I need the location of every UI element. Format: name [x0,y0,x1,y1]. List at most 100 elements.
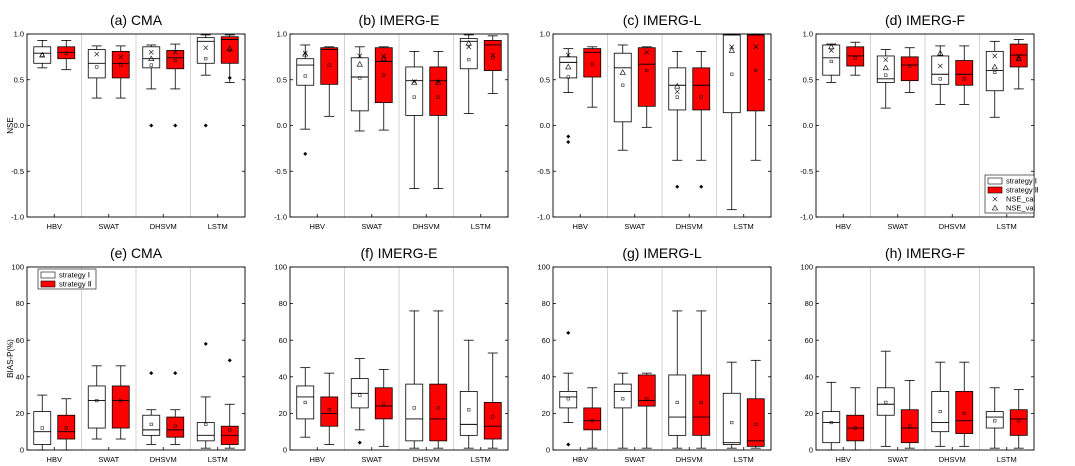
nse-cal-marker [357,53,363,59]
mean-marker [382,73,386,77]
box-strategy-1-hbv [559,330,578,447]
y-tick-label: 0 [809,446,813,455]
x-tick-label: DHSVM [939,455,966,464]
y-tick-label: 0.5 [540,75,550,84]
outlier-point [203,123,208,128]
box-strategy-1-dhsvm [931,361,950,447]
box-strategy-1-lstm [722,361,741,449]
y-tick-label: -1.0 [537,213,550,222]
box-iqr [722,392,741,445]
box-iqr [583,407,602,431]
nse-cal-marker [729,44,735,50]
x-tick-label: SWAT [361,222,382,231]
mean-marker [829,421,833,425]
y-tick-label: 0.0 [14,121,24,130]
box-strategy-1-swat [613,44,632,151]
mean-marker [382,402,386,406]
outlier-point [303,151,308,156]
x-tick-label: DHSVM [150,222,177,231]
x-tick-label: LSTM [208,455,228,464]
chart-panel-6: (f) IMERG-E 0 20 40 60 80 100 HBV SWAT DHSVM LSTM [274,245,509,464]
mean-marker [645,397,649,401]
box-iqr [483,402,502,440]
y-tick-label: 20 [542,409,550,418]
y-tick-label: 0.5 [14,75,24,84]
nse-cal-marker [644,49,650,55]
nse-cal-marker [674,89,680,95]
box-iqr [87,385,106,429]
mean-marker [829,59,833,64]
x-tick-label: LSTM [471,222,491,231]
x-tick-label: HBV [573,455,588,464]
y-tick-label: 80 [279,299,287,308]
nse-cal-marker [148,49,154,55]
box-strategy-2-lstm [746,359,765,449]
y-tick-label: 40 [805,372,813,381]
box-iqr [350,57,369,112]
box-strategy-2-dhsvm [429,310,448,449]
mean-marker [412,406,416,410]
box-strategy-1-swat [876,350,895,447]
box-strategy-1-hbv [559,48,578,144]
box-iqr [196,37,215,64]
legend-swatch-strategy-2 [40,280,56,288]
y-tick-label: 60 [279,336,287,345]
box-strategy-2-lstm [220,34,239,83]
mean-marker [173,424,177,428]
y-tick-label: 0 [20,446,24,455]
x-tick-label: DHSVM [150,455,177,464]
panel-title: (e) CMA [110,245,163,261]
box-strategy-2-lstm [1009,389,1028,449]
mean-marker [119,399,123,403]
box-strategy-2-hbv [583,46,602,108]
box-iqr [692,67,711,111]
plot-frame [815,33,1035,218]
x-tick-label: LSTM [471,455,491,464]
box-strategy-2-hbv [57,398,76,451]
box-strategy-2-dhsvm [955,361,974,447]
box-iqr [57,46,76,60]
legend-swatch-strategy-1 [987,177,1003,185]
box-strategy-1-dhsvm [142,44,161,128]
x-tick-label: DHSVM [939,222,966,231]
box-iqr [637,47,656,107]
mean-marker [699,95,703,99]
panel-title: (d) IMERG-F [885,12,965,28]
x-tick-label: SWAT [887,455,908,464]
mean-marker [467,58,471,62]
mean-marker [303,74,307,78]
box-iqr [405,66,424,116]
nse-cal-marker [992,53,998,59]
box-strategy-1-hbv [296,44,315,156]
plot-frame [552,266,772,451]
y-tick-label: 80 [805,299,813,308]
chart-panel-5: (e) CMA BIAS-P(%) 0 20 40 60 80 100 HBV SWAT DHSVM… [6,245,246,464]
box-iqr [876,55,895,83]
y-tick-label: -0.5 [537,167,550,176]
box-strategy-2-swat [111,45,130,99]
mean-marker [730,72,734,76]
legend-label: strategy Ⅱ [59,280,92,289]
box-iqr [931,391,950,433]
box-iqr [559,56,578,79]
y-tick-label: 40 [542,372,550,381]
y-tick-label: 40 [16,372,24,381]
x-tick-label: HBV [573,222,588,231]
mean-marker [149,422,153,426]
y-tick-label: 0.0 [277,121,287,130]
box-iqr [613,383,632,409]
nse-val-marker [465,39,472,46]
box-strategy-2-dhsvm [429,50,448,190]
y-tick-label: 1.0 [803,30,813,39]
box-strategy-2-dhsvm [955,45,974,105]
box-iqr [459,38,478,70]
x-tick-label: LSTM [997,455,1017,464]
box-strategy-1-dhsvm [142,371,161,445]
y-tick-label: 0 [546,446,550,455]
mean-marker [962,77,966,81]
x-tick-label: HBV [310,455,325,464]
box-iqr [822,411,841,444]
outlier-point [357,440,362,445]
y-tick-label: -1.0 [11,213,24,222]
